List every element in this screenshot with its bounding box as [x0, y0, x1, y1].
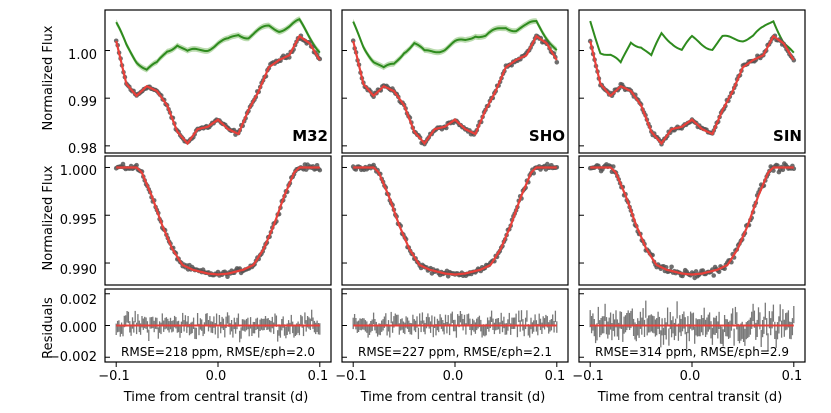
xlabel-c2: Time from central transit (d) — [597, 390, 783, 405]
ytick-bot-1: 0.002 — [60, 293, 97, 308]
transit-model — [590, 166, 794, 276]
xtick-c0-3: 0.1 — [308, 369, 329, 384]
data-point — [545, 161, 550, 167]
panel-frame — [104, 9, 332, 154]
ytick-bot-2: 0.000 — [60, 321, 97, 336]
ytick-mid-1: 1.000 — [60, 164, 97, 179]
ytick-bot-3: −0.002 — [49, 350, 97, 365]
panel-r1-c1 — [341, 155, 569, 286]
ylabel-mid: Normalized Flux — [41, 165, 56, 270]
panel-r0-c2 — [578, 9, 806, 154]
data-point — [780, 167, 786, 173]
panel-r2-c1 — [341, 288, 569, 367]
data-point — [120, 161, 126, 167]
xlabel-c1: Time from central transit (d) — [360, 390, 546, 405]
transit-model — [353, 166, 557, 276]
data-point — [317, 167, 323, 173]
panel-r1-c0 — [104, 155, 332, 286]
model-label-m32: M32 — [292, 127, 328, 145]
xtick-c1-2: 0.0 — [443, 369, 464, 384]
data-point — [669, 264, 674, 270]
model-curve — [589, 34, 795, 146]
panel-r0-c0 — [104, 9, 332, 154]
model-label-sho: SHO — [529, 127, 565, 145]
xtick-c1-3: 0.1 — [545, 369, 566, 384]
panel-frame — [578, 9, 806, 154]
ytick-top-1: 1.00 — [68, 48, 97, 63]
panel-frame — [341, 9, 569, 154]
ylabel-top: Normalized Flux — [41, 25, 56, 130]
model-curve — [352, 34, 558, 146]
rmse-label-m32: RMSE=218 ppm, RMSE/εph=2.0 — [121, 345, 315, 359]
ylabel-bot: Residuals — [41, 297, 56, 359]
trend-band — [353, 18, 557, 71]
data-point — [554, 60, 560, 65]
xtick-c1-1: −0.1 — [335, 369, 367, 384]
xtick-c0-2: 0.0 — [206, 369, 227, 384]
xtick-c2-1: −0.1 — [572, 369, 604, 384]
model-curve — [115, 34, 321, 146]
panel-r0-c1 — [341, 9, 569, 154]
data-point — [225, 274, 230, 280]
xtick-c0-1: −0.1 — [98, 369, 130, 384]
rmse-label-sin: RMSE=314 ppm, RMSE/εph=2.9 — [595, 345, 789, 359]
trend-line — [352, 19, 558, 69]
ytick-mid-2: 0.995 — [60, 213, 97, 228]
panel-frame — [104, 155, 332, 286]
xtick-c2-3: 0.1 — [782, 369, 803, 384]
model-label-sin: SIN — [773, 127, 802, 145]
ytick-mid-3: 0.990 — [60, 263, 97, 278]
panel-r2-c2 — [578, 288, 806, 367]
ytick-top-3: 0.98 — [68, 142, 97, 157]
transit-model — [116, 166, 320, 276]
trend-line — [115, 17, 321, 71]
panel-r2-c0 — [104, 288, 332, 367]
data-point — [445, 274, 451, 279]
data-point — [693, 269, 699, 274]
ytick-top-2: 0.99 — [68, 95, 97, 110]
data-point — [711, 273, 716, 278]
data-point — [134, 162, 139, 168]
panel-r1-c2 — [578, 155, 806, 286]
trend-line — [589, 20, 795, 64]
panel-frame — [341, 155, 569, 286]
xtick-c2-2: 0.0 — [680, 369, 701, 384]
panel-frame — [578, 155, 806, 286]
rmse-label-sho: RMSE=227 ppm, RMSE/εph=2.1 — [358, 345, 552, 359]
xlabel-c0: Time from central transit (d) — [123, 390, 309, 405]
